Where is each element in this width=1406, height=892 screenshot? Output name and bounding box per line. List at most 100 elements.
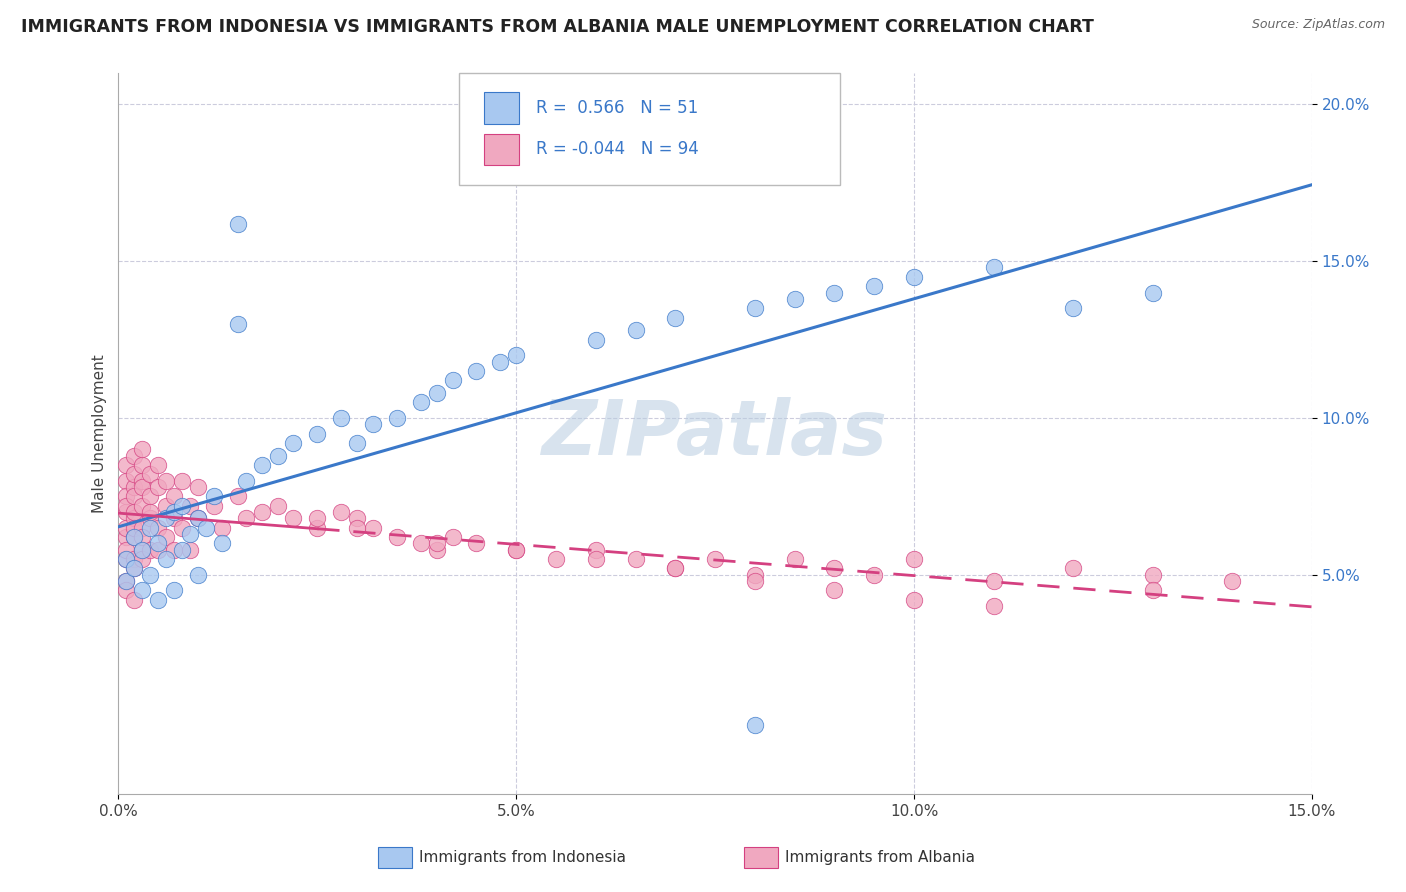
Point <box>194 521 217 535</box>
Point <box>385 530 408 544</box>
Point <box>124 505 146 519</box>
Point <box>172 499 194 513</box>
Point <box>131 442 153 457</box>
Point <box>824 561 846 575</box>
Point <box>211 536 233 550</box>
Point <box>131 552 153 566</box>
Point <box>187 567 209 582</box>
Point <box>139 467 162 482</box>
Point <box>124 530 146 544</box>
Point <box>1142 567 1164 582</box>
Point <box>148 458 170 472</box>
Point <box>505 348 527 362</box>
Text: Source: ZipAtlas.com: Source: ZipAtlas.com <box>1251 18 1385 31</box>
Point <box>115 574 138 588</box>
Point <box>585 333 607 347</box>
Point <box>124 480 146 494</box>
Point <box>124 489 146 503</box>
Point <box>139 505 162 519</box>
Point <box>235 511 257 525</box>
Point <box>115 552 138 566</box>
Point <box>172 474 194 488</box>
Point <box>505 542 527 557</box>
Point <box>124 561 146 575</box>
Point <box>131 542 153 557</box>
Point <box>983 260 1005 275</box>
Point <box>124 530 146 544</box>
Point <box>131 521 153 535</box>
Point <box>426 536 449 550</box>
Point <box>115 530 138 544</box>
Point <box>179 499 201 513</box>
Point <box>155 474 177 488</box>
Point <box>585 542 607 557</box>
Point <box>163 583 186 598</box>
Point <box>465 536 488 550</box>
Point <box>426 542 449 557</box>
Point <box>361 521 384 535</box>
Point <box>1220 574 1243 588</box>
Point <box>983 599 1005 614</box>
Point <box>330 411 353 425</box>
Point <box>863 567 886 582</box>
Point <box>346 436 368 450</box>
Point <box>1142 583 1164 598</box>
FancyBboxPatch shape <box>484 134 519 165</box>
Point <box>250 458 273 472</box>
Text: R = -0.044   N = 94: R = -0.044 N = 94 <box>536 140 699 158</box>
Point <box>124 467 146 482</box>
Point <box>903 592 925 607</box>
Point <box>124 521 146 535</box>
Point <box>155 552 177 566</box>
Point <box>346 521 368 535</box>
Point <box>307 426 329 441</box>
Point <box>131 530 153 544</box>
Point <box>330 505 353 519</box>
Point <box>148 480 170 494</box>
Point <box>983 574 1005 588</box>
Point <box>585 552 607 566</box>
Point <box>131 458 153 472</box>
Point <box>664 310 686 325</box>
Point <box>172 542 194 557</box>
Point <box>148 536 170 550</box>
Point <box>744 567 766 582</box>
Point <box>409 395 432 409</box>
Point <box>179 527 201 541</box>
Point <box>226 217 249 231</box>
Point <box>163 505 186 519</box>
Point <box>824 583 846 598</box>
Point <box>1062 301 1084 316</box>
Point <box>124 561 146 575</box>
Point <box>115 474 138 488</box>
Point <box>211 521 233 535</box>
Point <box>187 511 209 525</box>
Point <box>744 718 766 732</box>
Point <box>250 505 273 519</box>
Point <box>187 480 209 494</box>
Point <box>624 552 647 566</box>
FancyBboxPatch shape <box>484 93 519 124</box>
Point <box>226 317 249 331</box>
Point <box>187 511 209 525</box>
Text: ZIPatlas: ZIPatlas <box>543 397 889 471</box>
Point <box>307 511 329 525</box>
FancyBboxPatch shape <box>458 73 841 185</box>
Point <box>235 474 257 488</box>
Text: R =  0.566   N = 51: R = 0.566 N = 51 <box>536 99 699 117</box>
Point <box>115 583 138 598</box>
Point <box>115 552 138 566</box>
Point <box>863 279 886 293</box>
Point <box>1142 285 1164 300</box>
Point <box>163 542 186 557</box>
Point <box>283 511 305 525</box>
Point <box>172 521 194 535</box>
Point <box>179 542 201 557</box>
Point <box>115 542 138 557</box>
Point <box>131 474 153 488</box>
Point <box>426 385 449 400</box>
Point <box>441 530 464 544</box>
Point <box>361 417 384 432</box>
Point <box>163 489 186 503</box>
Point <box>664 561 686 575</box>
